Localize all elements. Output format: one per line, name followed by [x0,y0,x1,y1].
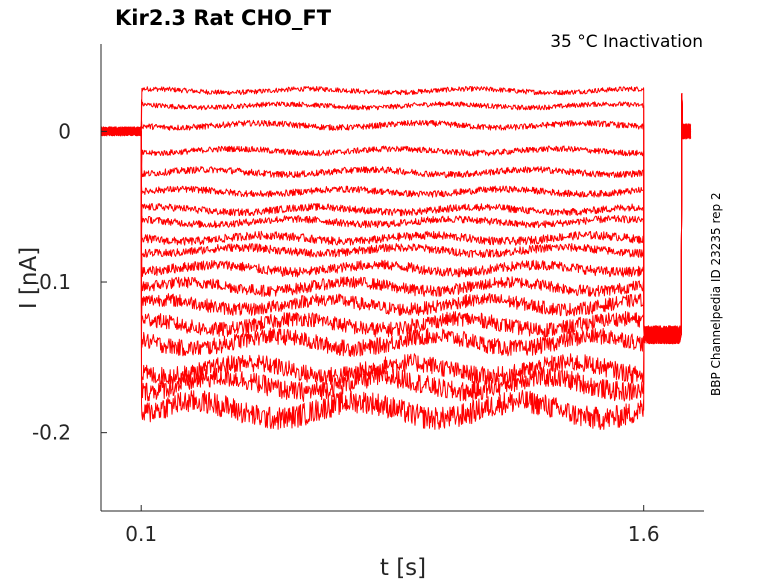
y-axis-label: I [nA] [16,247,42,309]
series-line [100,93,692,345]
y-tick-label: 0 [58,119,71,143]
series-line [100,93,692,402]
series-line [100,93,692,344]
series-line [100,93,692,345]
series-line [100,86,691,344]
y-axis: 0 -0.1 -0.2 [32,119,107,445]
series-line [100,93,692,344]
series-line [100,93,692,344]
series-line [100,93,692,344]
side-note: BBP Channelpedia ID 23235 rep 2 [709,192,723,396]
x-tick-label: 0.1 [125,522,157,546]
series-line [100,93,692,344]
series-line [100,93,692,357]
y-tick-label: -0.2 [32,421,71,445]
series-line [100,93,692,345]
plot-area [100,86,692,430]
y-tick-label: -0.1 [32,270,71,294]
x-tick-label: 1.6 [628,522,660,546]
series-line [100,93,692,345]
series-line [100,93,692,345]
series-line [100,93,692,344]
series-line [100,93,692,430]
series-line [100,93,692,345]
series-line [100,93,692,345]
x-axis: 0.1 1.6 [125,505,660,546]
chart-subtitle: 35 °C Inactivation [550,32,703,52]
x-axis-label: t [s] [380,555,426,581]
chart-title: Kir2.3 Rat CHO_FT [115,6,332,30]
series-line [100,93,692,400]
